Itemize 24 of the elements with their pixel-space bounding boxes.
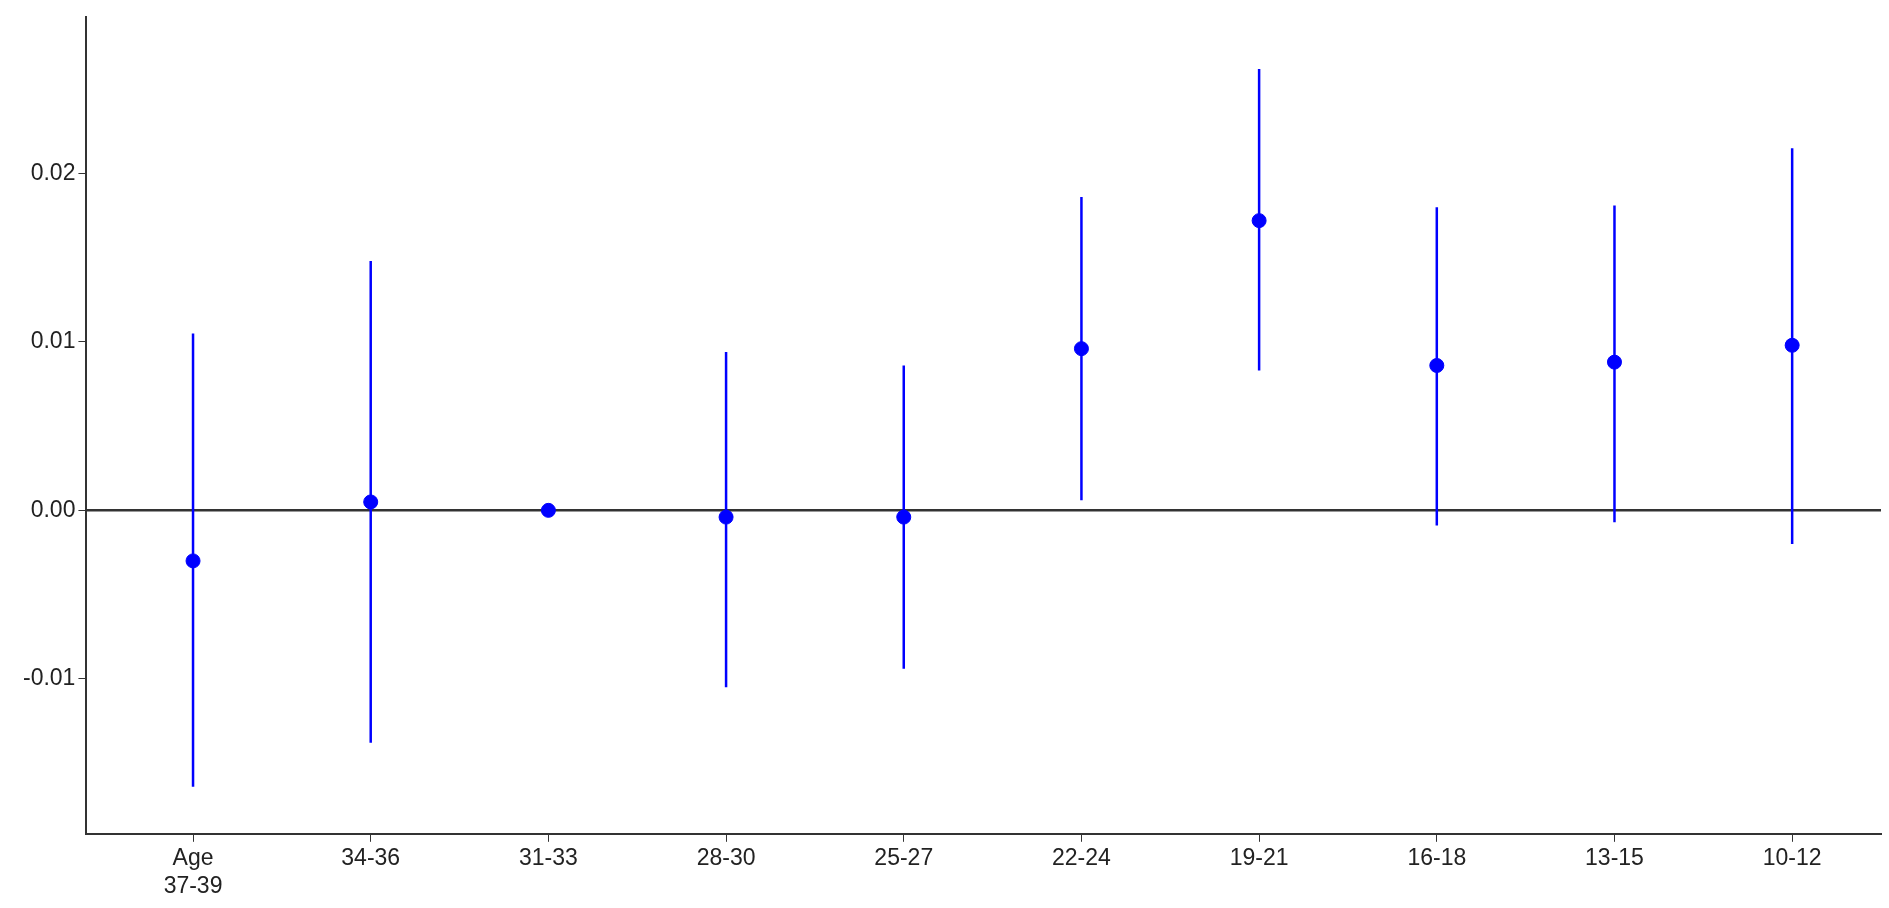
point xyxy=(1784,337,1800,353)
x-tick-label: 31-33 xyxy=(518,843,578,870)
y-tick-label: 0.00 xyxy=(30,495,76,522)
x-tick-label: 10-12 xyxy=(1762,843,1822,870)
point xyxy=(363,494,379,510)
x-tick-label: 25-27 xyxy=(874,843,934,870)
x-tick-label: 19-21 xyxy=(1229,843,1289,870)
point xyxy=(185,553,201,569)
y-tick-label: -0.01 xyxy=(22,664,76,691)
point xyxy=(540,502,556,518)
x-tick-label: 28-30 xyxy=(696,843,756,870)
y-tick-label: 0.01 xyxy=(30,327,76,354)
y-tick-label: 0.02 xyxy=(30,158,76,185)
x-tick-label: 16-18 xyxy=(1407,843,1467,870)
x-tick-label: Age 37-39 xyxy=(163,843,223,898)
point xyxy=(1429,358,1445,373)
x-tick-label: 34-36 xyxy=(341,843,401,870)
point xyxy=(896,509,912,525)
point xyxy=(1251,213,1267,229)
x-tick-label: 13-15 xyxy=(1585,843,1644,870)
x-tick-label: 22-24 xyxy=(1052,843,1112,870)
point xyxy=(1606,354,1622,370)
point xyxy=(718,509,734,525)
point xyxy=(1073,341,1089,357)
